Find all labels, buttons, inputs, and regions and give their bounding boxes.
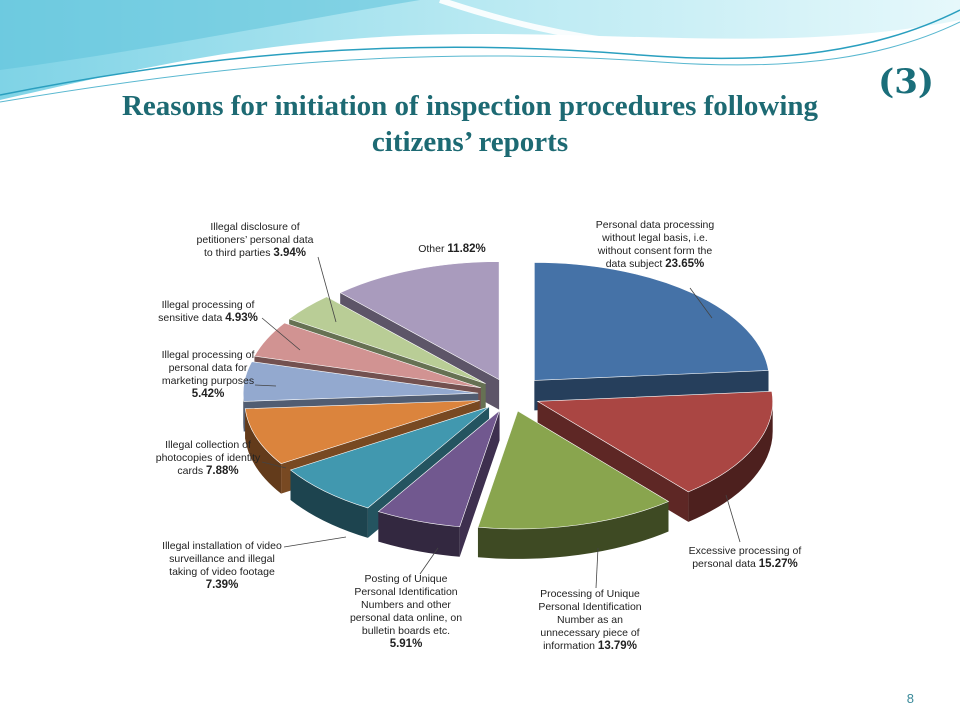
pie-slice-edge bbox=[688, 401, 773, 522]
slide-title: Reasons for initiation of inspection pro… bbox=[20, 88, 920, 160]
pie-slice-top bbox=[534, 262, 769, 381]
leader-line-1 bbox=[689, 287, 713, 319]
slide-title-line-2: citizens’ reports bbox=[371, 126, 569, 158]
leader-line-3 bbox=[595, 547, 599, 589]
slice-label-8: Illegal processing of sensitive data 4.93… bbox=[158, 299, 258, 324]
leader-line-4 bbox=[419, 547, 439, 575]
pie-slice-4 bbox=[377, 409, 501, 557]
pie-slice-edge bbox=[290, 469, 368, 538]
slice-label-4: Posting of Unique Personal Identification… bbox=[350, 573, 462, 650]
leader-line-7 bbox=[254, 384, 277, 387]
pie-slice-top bbox=[253, 322, 481, 389]
leader-line-8 bbox=[261, 317, 301, 351]
slice-label-1: Personal data processing without legal ba… bbox=[596, 219, 715, 270]
pie-slice-top bbox=[377, 409, 501, 528]
pie-slice-edge bbox=[378, 511, 460, 557]
pie-slice-edge bbox=[477, 501, 669, 559]
pie-slice-top bbox=[536, 391, 773, 493]
slide-section-label: (3) bbox=[878, 62, 934, 102]
leader-line-9 bbox=[317, 256, 337, 323]
pie-slice-3 bbox=[477, 410, 670, 559]
slice-label-5: Illegal installation of video surveillanc… bbox=[162, 540, 282, 591]
header-wave-decoration bbox=[0, 0, 960, 103]
pie-slice-top bbox=[244, 400, 480, 464]
slice-label-6: Illegal collection of photocopies of iden… bbox=[156, 439, 261, 477]
pie-slice-2 bbox=[536, 391, 773, 522]
pie-slice-top bbox=[339, 261, 500, 381]
slide-title-line-1: Reasons for initiation of inspection pro… bbox=[121, 90, 819, 122]
pie-slice-edge bbox=[245, 408, 282, 494]
leader-line-2 bbox=[725, 494, 741, 543]
slice-label-7: Illegal processing of personal data for ma… bbox=[162, 349, 255, 400]
pie-slice-top bbox=[288, 296, 486, 384]
pie-slice-top bbox=[477, 410, 670, 530]
leader-line-5 bbox=[283, 536, 347, 548]
pie-slice-top bbox=[289, 406, 490, 509]
pie-slice-1 bbox=[534, 262, 769, 411]
slice-label-3: Processing of Unique Personal Identificat… bbox=[538, 588, 641, 652]
slice-label-10: Other 11.82% bbox=[418, 243, 486, 255]
page-number: 8 bbox=[906, 691, 914, 706]
pie-slice-edge bbox=[243, 393, 244, 432]
pie-slice-top bbox=[242, 361, 479, 402]
slice-label-9: Illegal disclosure of petitioners’ person… bbox=[197, 221, 314, 259]
slice-label-2: Excessive processing of personal data 15.… bbox=[689, 545, 802, 570]
leader-line-6 bbox=[261, 461, 287, 469]
